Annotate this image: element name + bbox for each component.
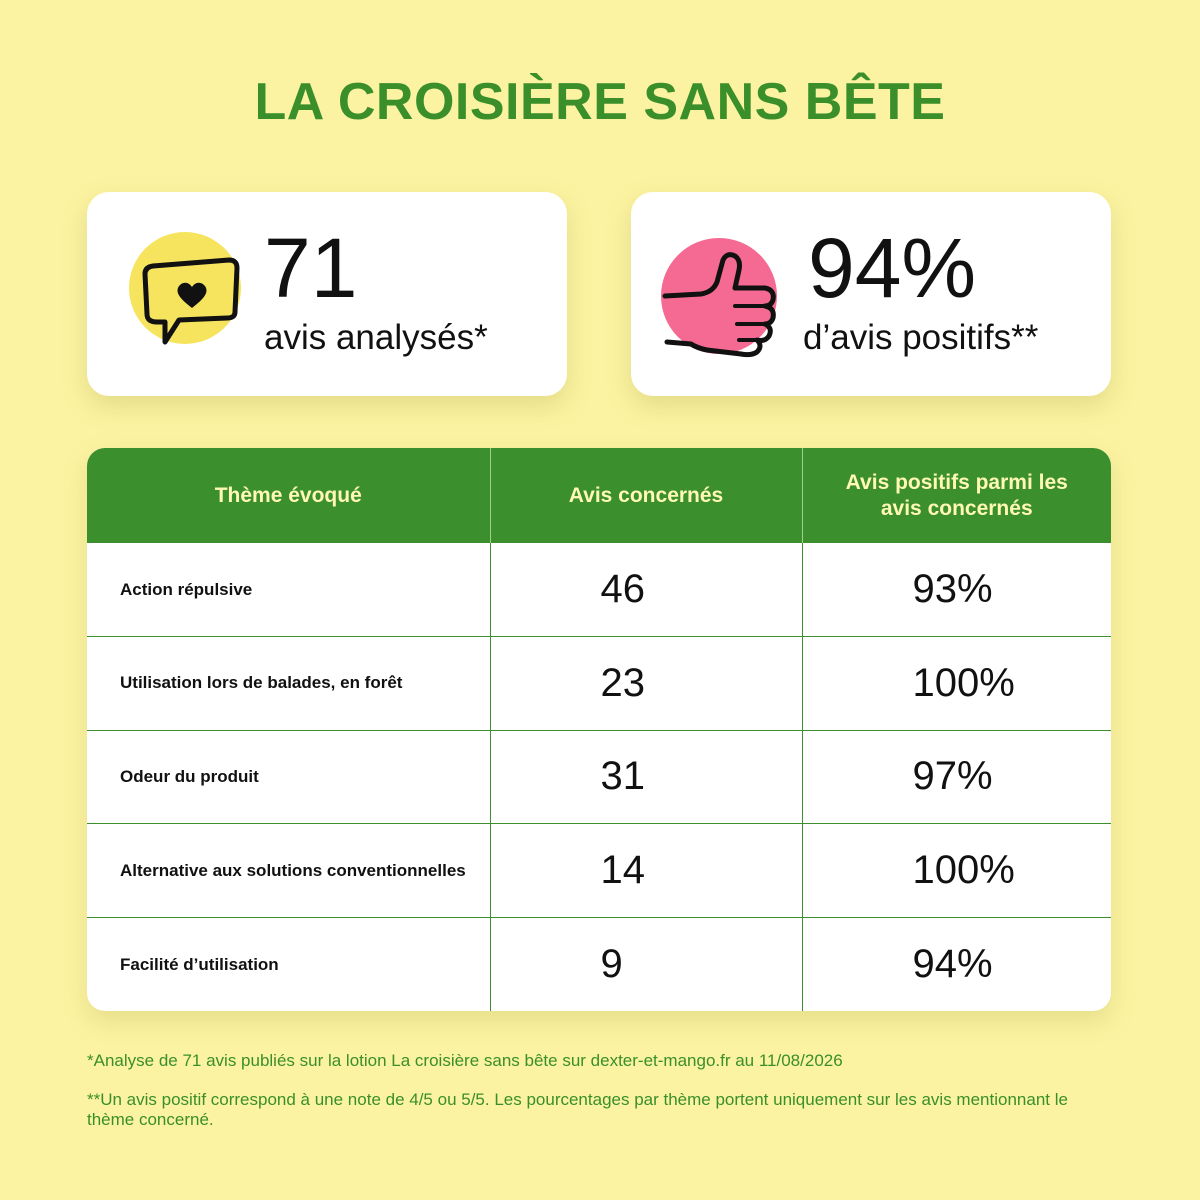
count-cell: 31 [490, 730, 803, 824]
theme-cell: Facilité d’utilisation [87, 917, 491, 1011]
table-header-row: Thème évoqué Avis concernés Avis positif… [87, 448, 1111, 543]
footnote-analysis: *Analyse de 71 avis publiés sur la lotio… [87, 1051, 843, 1070]
footnote-definition: **Un avis positif correspond à une note … [87, 1090, 1068, 1130]
thumbs-up-icon [661, 238, 777, 358]
reviews-label: avis analysés* [264, 318, 488, 357]
count-cell: 9 [490, 917, 803, 1011]
table-row: Utilisation lors de balades, en forêt 23… [87, 636, 1111, 731]
stat-card-reviews: 71 avis analysés* [87, 192, 567, 396]
header-positive: Avis positifs parmi les avis concernés [845, 471, 1068, 520]
table-row: Facilité d’utilisation 9 94% [87, 917, 1111, 1011]
theme-cell: Action répulsive [87, 543, 491, 637]
table-row: Alternative aux solutions conventionnell… [87, 823, 1111, 918]
header-count: Avis concernés [490, 448, 803, 543]
positive-cell: 97% [912, 754, 993, 799]
positive-cell: 100% [912, 660, 1015, 705]
count-cell: 14 [490, 823, 803, 918]
table-row: Action répulsive 46 93% [87, 543, 1111, 637]
positive-cell: 100% [912, 848, 1015, 893]
heart-speech-bubble-icon [129, 232, 241, 345]
count-cell: 23 [490, 636, 803, 731]
stat-card-positive: 94% d’avis positifs** [631, 192, 1111, 396]
page-title: LA CROISIÈRE SANS BÊTE [254, 73, 946, 131]
positive-percent: 94% [808, 221, 977, 315]
positive-label: d’avis positifs** [803, 318, 1039, 357]
header-theme: Thème évoqué [87, 448, 491, 543]
theme-cell: Alternative aux solutions conventionnell… [87, 823, 491, 918]
theme-cell: Odeur du produit [87, 730, 491, 824]
positive-cell: 93% [912, 567, 993, 612]
positive-cell: 94% [912, 941, 993, 986]
themes-table: Thème évoqué Avis concernés Avis positif… [87, 448, 1111, 1011]
count-cell: 46 [490, 543, 803, 637]
theme-cell: Utilisation lors de balades, en forêt [87, 636, 491, 731]
table-row: Odeur du produit 31 97% [87, 730, 1111, 824]
reviews-count: 71 [264, 221, 358, 315]
